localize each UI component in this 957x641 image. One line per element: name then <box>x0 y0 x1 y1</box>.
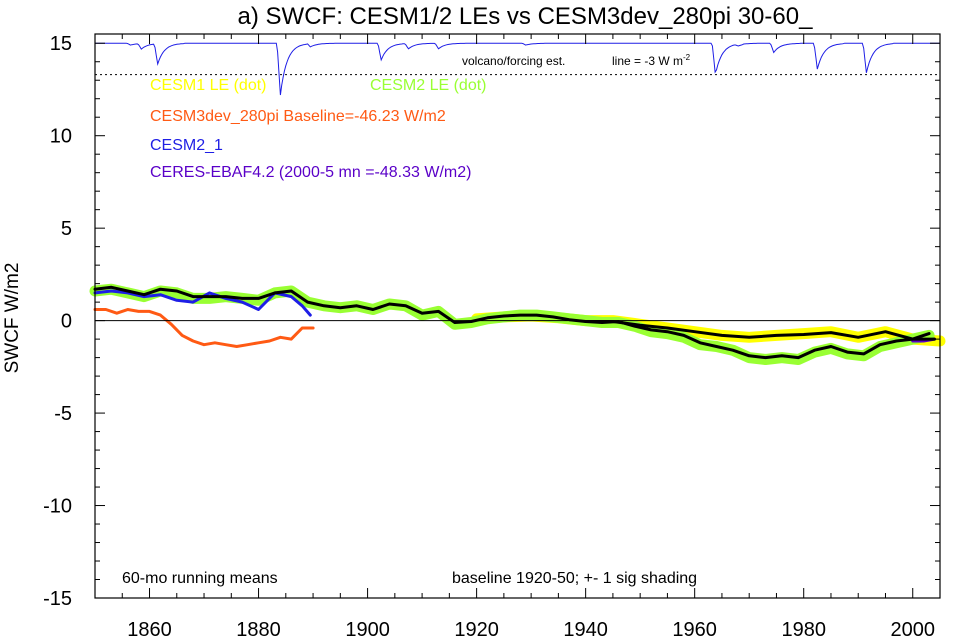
series-line-cesm2-1 <box>93 289 312 317</box>
line-scale-annotation: line = -3 W m-2 <box>612 53 691 68</box>
chart-title: a) SWCF: CESM1/2 LEs vs CESM3dev_280pi 3… <box>238 3 814 30</box>
legend-entry-cesm2-1: CESM2_1 <box>150 137 223 154</box>
x-tick-label: 2000 <box>890 619 935 641</box>
x-tick-label: 1860 <box>127 619 172 641</box>
y-axis-label: SWCF W/m2 <box>2 263 23 374</box>
x-tick-label: 1900 <box>345 619 390 641</box>
line-scale-superscript: -2 <box>683 53 691 62</box>
y-tick-label: 0 <box>61 311 72 333</box>
y-tick-label: -10 <box>43 496 72 518</box>
x-tick-label: 1880 <box>236 619 281 641</box>
plot-frame <box>94 33 941 599</box>
y-tick-label: 5 <box>61 218 72 240</box>
volcano-forcing-line <box>95 42 940 96</box>
x-tick-label: 1980 <box>781 619 826 641</box>
legend-entry-cesm3dev-280pi-baseline-46-23-w-m2: CESM3dev_280pi Baseline=-46.23 W/m2 <box>150 108 446 125</box>
y-tick-label: -5 <box>54 403 72 425</box>
axes: 1860 1880 1900 1920 1940 1960 1980 2000 15 10 5 0 -5… <box>43 33 941 641</box>
x-tick-label: 1940 <box>563 619 608 641</box>
running-mean-annotation: 60-mo running means <box>122 570 278 587</box>
volcano-forcing-layer <box>95 42 940 96</box>
series-line-cesm3dev-280pi-baseline-46-23-w-m2 <box>93 308 315 348</box>
series-line-ensemble-mean-5 <box>93 285 931 360</box>
baseline-annotation: baseline 1920-50; +- 1 sig shading <box>452 570 697 587</box>
y-tick-label: 10 <box>50 126 72 148</box>
legend-entry-ceres-ebaf4-2-2000-5-mn-48-33-w-m2: CERES-EBAF4.2 (2000-5 mn =-48.33 W/m2) <box>150 164 471 181</box>
legend-entry-cesm1-le-dot: CESM1 LE (dot) <box>150 77 266 94</box>
x-tick-label: 1920 <box>454 619 499 641</box>
series-line-cesm2-le-dot <box>89 283 935 365</box>
legend-entry-cesm2-le-dot: CESM2 LE (dot) <box>370 77 486 94</box>
line-scale-text: line = -3 W m <box>612 54 683 68</box>
plot-series <box>89 283 946 365</box>
series-line-ensemble-mean-6 <box>584 320 936 341</box>
y-tick-label: -15 <box>43 588 72 610</box>
volcano-annotation: volcano/forcing est. <box>462 54 565 68</box>
legend: CESM1 LE (dot) CESM2 LE (dot) CESM3dev_280… <box>150 77 486 181</box>
x-tick-label: 1960 <box>672 619 717 641</box>
y-tick-label: 15 <box>50 33 72 55</box>
